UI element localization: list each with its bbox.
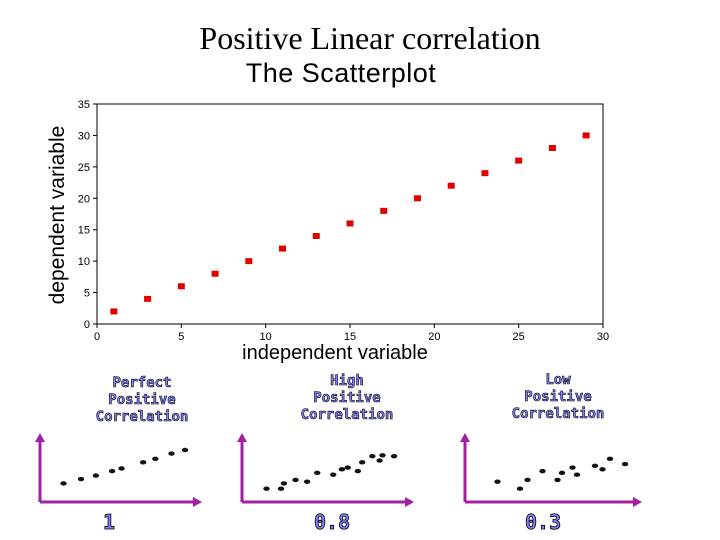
slide-title: Positive Linear correlation: [199, 20, 541, 56]
data-point: [77, 476, 85, 482]
data-point: [60, 481, 67, 486]
data-point: [245, 258, 253, 265]
data-point: [292, 477, 299, 483]
data-point: [380, 207, 388, 214]
data-point: [413, 195, 421, 202]
axis-arrow-icon: [460, 433, 470, 442]
y-tick-label: 25: [78, 162, 90, 174]
data-point: [621, 461, 629, 467]
data-point: [314, 470, 321, 476]
data-point: [516, 486, 524, 491]
axis-arrow-icon: [237, 433, 247, 442]
x-tick-label: 30: [597, 331, 609, 343]
data-point: [569, 465, 576, 470]
plot-frame: [96, 103, 604, 325]
data-point: [346, 220, 354, 227]
mini-title-line: High: [330, 373, 364, 390]
y-tick-label: 30: [78, 130, 90, 142]
data-point: [168, 451, 175, 456]
y-tick-label: 0: [84, 319, 90, 331]
data-point: [118, 466, 125, 471]
x-tick-label: 25: [513, 331, 525, 343]
data-point: [139, 460, 147, 465]
data-point: [524, 477, 531, 483]
correlation-value-high: 0.8: [314, 510, 351, 535]
y-tick-label: 10: [78, 256, 90, 268]
mini-title-line: Low: [545, 372, 571, 389]
data-point: [181, 447, 189, 453]
data-point: [344, 465, 351, 470]
data-point: [369, 453, 376, 459]
data-point: [177, 283, 185, 290]
mini-title-low: Low Positive Correlation: [478, 372, 638, 423]
mini-title-high: High Positive Correlation: [267, 373, 427, 424]
data-point: [481, 170, 489, 177]
data-point: [539, 468, 546, 474]
data-point: [152, 456, 159, 461]
data-point: [591, 463, 599, 469]
axis-arrow-icon: [633, 497, 642, 507]
data-point: [354, 468, 362, 474]
correlation-value-perfect: 1: [103, 510, 116, 535]
x-tick-label: 10: [260, 331, 272, 343]
data-point: [108, 468, 116, 474]
mini-title-line: Positive: [108, 392, 176, 409]
mini-chart-low: [460, 433, 642, 507]
mini-title-line: Positive: [524, 389, 592, 406]
data-point: [211, 270, 219, 277]
x-tick-label: 15: [344, 331, 356, 343]
data-point: [379, 453, 386, 458]
data-point: [263, 486, 270, 491]
data-point: [277, 486, 285, 491]
data-point: [582, 132, 590, 139]
x-tick-label: 5: [178, 331, 184, 343]
data-point: [515, 157, 523, 164]
data-point: [312, 233, 320, 239]
mini-title-line: Correlation: [300, 407, 394, 424]
data-point: [554, 477, 561, 483]
y-tick-label: 20: [78, 193, 90, 205]
data-point: [390, 453, 398, 459]
data-point: [359, 460, 366, 465]
mini-title-perfect: Perfect Positive Correlation: [62, 375, 222, 426]
mini-title-line: Positive: [313, 390, 381, 407]
correlation-value-low: 0.3: [525, 510, 562, 535]
chart-title: The Scatterplot: [245, 58, 437, 88]
y-tick-label: 35: [78, 99, 90, 111]
data-point: [599, 467, 606, 472]
data-point: [303, 479, 311, 484]
data-point: [376, 458, 383, 463]
x-tick-label: 20: [428, 331, 440, 343]
data-point: [447, 182, 455, 189]
data-point: [606, 456, 614, 461]
axis-arrow-icon: [405, 497, 414, 507]
mini-title-line: Perfect: [112, 375, 172, 392]
data-point: [92, 473, 100, 478]
data-point: [279, 245, 287, 252]
data-point: [573, 472, 581, 477]
data-point: [110, 308, 118, 315]
y-tick-label: 5: [84, 288, 90, 300]
mini-title-line: Correlation: [95, 409, 189, 426]
data-point: [280, 481, 288, 486]
axis-arrow-icon: [193, 497, 202, 507]
mini-title-line: Correlation: [511, 406, 605, 423]
mini-chart-high: [237, 433, 414, 507]
data-point: [330, 472, 337, 477]
y-tick-label: 15: [78, 225, 90, 237]
data-point: [338, 467, 346, 472]
x-tick-label: 0: [94, 331, 100, 343]
mini-chart-perfect: [35, 433, 202, 507]
data-point: [548, 145, 556, 151]
x-axis-label: independent variable: [242, 342, 428, 364]
axis-arrow-icon: [35, 433, 45, 442]
data-point: [144, 295, 152, 302]
data-point: [558, 470, 566, 476]
data-point: [494, 479, 501, 484]
